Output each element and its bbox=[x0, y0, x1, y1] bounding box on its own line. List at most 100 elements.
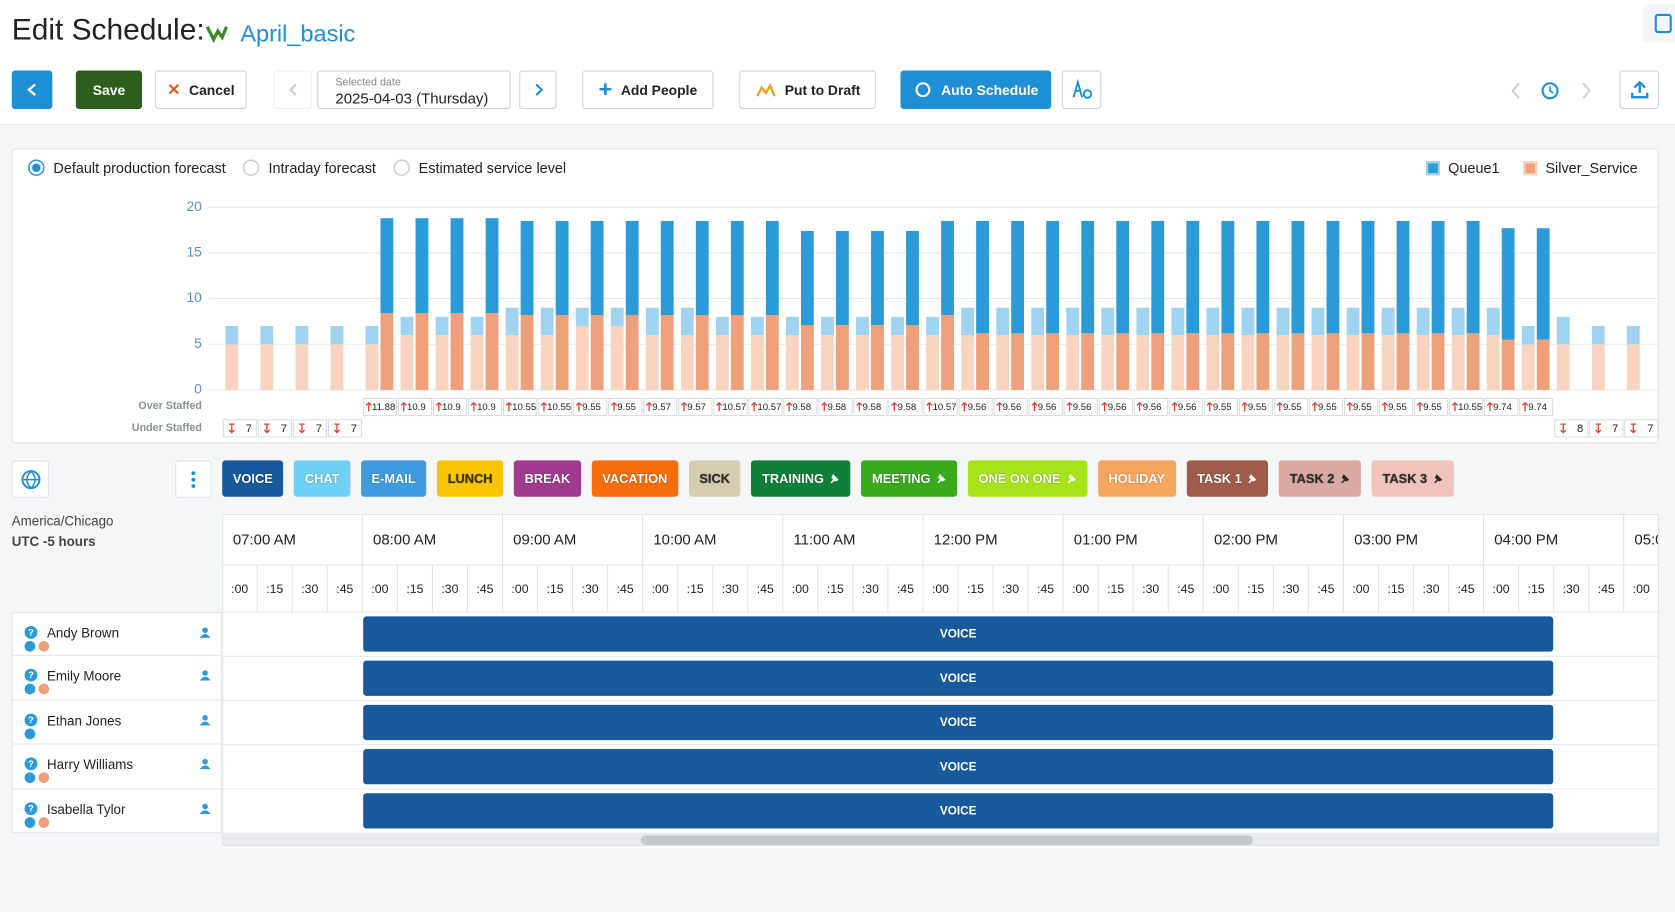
forecast-option[interactable]: Intraday forecast bbox=[243, 158, 376, 177]
skill-dot bbox=[24, 684, 36, 695]
forecast-bar bbox=[1276, 307, 1290, 336]
over-staffed-value: 10.57 bbox=[722, 402, 746, 413]
scroll-thumb[interactable] bbox=[640, 835, 1254, 845]
person-name[interactable]: Isabella Tylor bbox=[47, 801, 126, 817]
minute-label: :00 bbox=[652, 582, 669, 596]
activity-chip[interactable]: BREAK bbox=[513, 460, 581, 497]
hour-label: 11:00 AM bbox=[793, 531, 855, 548]
person-row: ? Andy Brown bbox=[11, 612, 223, 657]
scheduled-bar bbox=[1326, 333, 1340, 390]
date-picker[interactable]: Selected date 2025-04-03 (Thursday) bbox=[317, 70, 511, 109]
shift-bar[interactable] bbox=[363, 616, 1554, 652]
schedule-name[interactable]: April_basic bbox=[240, 20, 356, 48]
over-staffed-value: 10.57 bbox=[757, 402, 781, 413]
legend-item[interactable]: Queue1 bbox=[1425, 158, 1500, 177]
minute-label: :30 bbox=[582, 582, 599, 596]
scheduled-bar bbox=[1501, 339, 1515, 390]
more-button[interactable] bbox=[175, 460, 212, 498]
scheduled-bar bbox=[1186, 220, 1200, 334]
forecast-bar bbox=[435, 316, 449, 336]
over-staffed-box bbox=[1308, 397, 1344, 417]
forecast-bar bbox=[1241, 335, 1255, 390]
forecast-bar bbox=[575, 325, 589, 390]
over-staffed-box bbox=[853, 397, 888, 417]
skill-dot bbox=[38, 816, 50, 828]
activity-chip[interactable]: TRAINING bbox=[751, 460, 851, 497]
activity-chip[interactable]: LUNCH bbox=[437, 460, 504, 497]
forecast-bar bbox=[1591, 344, 1605, 390]
down-arrow bbox=[333, 423, 341, 434]
forecast-bar bbox=[260, 325, 274, 345]
person-icons: ? bbox=[24, 669, 211, 695]
timezone-button[interactable] bbox=[11, 460, 50, 498]
person-name[interactable]: Harry Williams bbox=[47, 757, 134, 773]
shift-bar[interactable] bbox=[363, 749, 1554, 785]
forecast-bar bbox=[1416, 307, 1430, 336]
settings-button[interactable] bbox=[1061, 70, 1102, 109]
over-staffed-label: Over Staffed bbox=[138, 400, 201, 412]
up-arrow bbox=[751, 401, 758, 412]
cancel-button[interactable]: ✕ Cancel bbox=[154, 70, 247, 109]
scheduled-bar bbox=[590, 315, 604, 390]
over-staffed-value: 9.55 bbox=[1283, 402, 1302, 413]
save-button[interactable]: Save bbox=[75, 70, 143, 109]
forecast-option[interactable]: Default production forecast bbox=[28, 158, 226, 177]
auto-schedule-button[interactable]: Auto Schedule bbox=[900, 70, 1052, 109]
page-title: Edit Schedule: bbox=[11, 12, 205, 46]
activity-chip[interactable]: HOLIDAY bbox=[1097, 460, 1176, 497]
minute-label: :45 bbox=[617, 582, 634, 596]
scheduled-bar bbox=[871, 325, 884, 390]
over-staffed-value: 9.55 bbox=[1388, 402, 1407, 413]
scheduled-bar bbox=[1501, 228, 1515, 340]
date-label: Selected date bbox=[335, 76, 401, 89]
forecast-bar bbox=[891, 316, 904, 336]
activity-chip[interactable]: E-MAIL bbox=[360, 460, 427, 497]
profile-head bbox=[202, 670, 208, 677]
status-mark: ? bbox=[28, 803, 34, 814]
up-arrow bbox=[1346, 401, 1353, 412]
forecast-option[interactable]: Estimated service level bbox=[393, 158, 566, 177]
minute-label: :30 bbox=[1002, 582, 1019, 596]
activity-chip[interactable]: TASK 1 bbox=[1186, 460, 1269, 497]
hour-label: 09:00 AM bbox=[513, 531, 576, 548]
forecast-bar bbox=[645, 307, 659, 336]
scheduled-bar bbox=[765, 315, 779, 390]
scheduled-bar bbox=[1361, 220, 1375, 334]
next-date[interactable] bbox=[519, 70, 557, 109]
shift-bar[interactable] bbox=[363, 660, 1554, 696]
status-icon bbox=[24, 757, 38, 771]
activity-chip[interactable]: VACATION bbox=[591, 460, 678, 497]
activity-chip[interactable]: VOICE bbox=[222, 460, 284, 497]
forecast-bar bbox=[1136, 335, 1150, 390]
person-name[interactable]: Andy Brown bbox=[47, 625, 120, 641]
activity-chip[interactable]: TASK 3 bbox=[1371, 460, 1454, 497]
forecast-bar bbox=[680, 307, 694, 336]
person-name[interactable]: Emily Moore bbox=[47, 669, 122, 685]
history-controls[interactable] bbox=[1504, 77, 1600, 105]
under-staffed-value: 7 bbox=[351, 423, 357, 435]
over-staffed-value: 9.74 bbox=[1528, 402, 1547, 413]
activity-chip[interactable]: SICK bbox=[688, 460, 741, 497]
y-tick-label: 10 bbox=[186, 289, 202, 305]
export-button[interactable] bbox=[1619, 70, 1659, 109]
pin-icon bbox=[830, 474, 840, 484]
activity-chip[interactable]: TASK 2 bbox=[1279, 460, 1362, 497]
forecast-chart: 0 5 10 15 20 Over Staffed Under Staffed 7 7 7 7 11.… bbox=[132, 198, 1659, 438]
scheduled-bar bbox=[485, 313, 499, 390]
person-icons: ? bbox=[24, 625, 211, 652]
status-icon bbox=[24, 625, 38, 639]
person-name[interactable]: Ethan Jones bbox=[47, 713, 122, 729]
activity-chip[interactable]: CHAT bbox=[294, 460, 351, 497]
activity-chip[interactable]: ONE ON ONE bbox=[967, 460, 1088, 497]
help-button[interactable] bbox=[1642, 4, 1675, 43]
status-mark: ? bbox=[28, 715, 34, 726]
activity-label: SICK bbox=[699, 471, 730, 487]
activity-chip[interactable]: MEETING bbox=[861, 460, 958, 497]
add-people-button[interactable]: + Add People bbox=[582, 70, 714, 109]
radio bbox=[243, 159, 260, 176]
legend-item[interactable]: Silver_Service bbox=[1523, 158, 1638, 177]
shift-bar[interactable] bbox=[363, 704, 1554, 741]
back-button[interactable] bbox=[11, 70, 53, 109]
shift-bar[interactable] bbox=[363, 793, 1554, 829]
put-to-draft-button[interactable]: Put to Draft bbox=[739, 70, 876, 109]
